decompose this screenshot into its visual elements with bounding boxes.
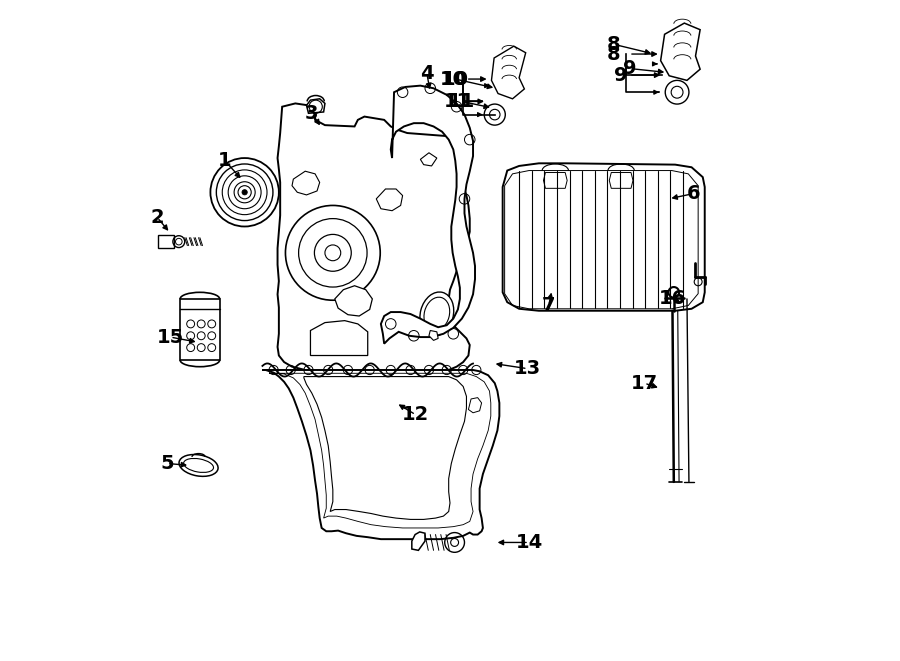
Text: 6: 6 [687, 184, 700, 203]
Polygon shape [335, 286, 373, 316]
Polygon shape [420, 153, 436, 166]
Text: 11: 11 [448, 92, 475, 111]
Text: 12: 12 [402, 405, 429, 424]
Text: 8: 8 [607, 34, 620, 54]
Polygon shape [468, 398, 482, 412]
Text: 9: 9 [623, 59, 636, 78]
Text: 2: 2 [150, 208, 164, 227]
Polygon shape [544, 173, 567, 188]
Text: 5: 5 [160, 454, 174, 473]
Text: 3: 3 [305, 104, 319, 123]
Text: 14: 14 [516, 533, 543, 552]
Text: 4: 4 [420, 64, 434, 83]
Polygon shape [310, 321, 368, 356]
Polygon shape [429, 330, 438, 340]
Polygon shape [661, 23, 700, 81]
Polygon shape [412, 532, 425, 551]
Circle shape [242, 190, 248, 195]
Polygon shape [277, 103, 470, 373]
Polygon shape [609, 173, 633, 188]
Polygon shape [491, 46, 526, 98]
Polygon shape [381, 86, 475, 344]
Text: 17: 17 [631, 373, 658, 393]
Polygon shape [503, 163, 705, 311]
Polygon shape [376, 189, 402, 211]
Polygon shape [292, 171, 320, 195]
Text: 9: 9 [615, 65, 628, 85]
Text: 7: 7 [542, 296, 555, 315]
Text: 1: 1 [218, 151, 231, 170]
Polygon shape [180, 299, 220, 360]
Text: 10: 10 [442, 69, 469, 89]
Text: 11: 11 [445, 92, 472, 111]
Text: 15: 15 [157, 328, 184, 346]
Text: 10: 10 [440, 69, 467, 89]
Polygon shape [307, 98, 325, 113]
Text: 8: 8 [607, 44, 620, 63]
Circle shape [325, 245, 341, 260]
Ellipse shape [179, 455, 218, 477]
Polygon shape [263, 370, 500, 539]
Text: 13: 13 [514, 359, 541, 378]
Ellipse shape [420, 292, 454, 336]
Text: 16: 16 [659, 290, 686, 309]
